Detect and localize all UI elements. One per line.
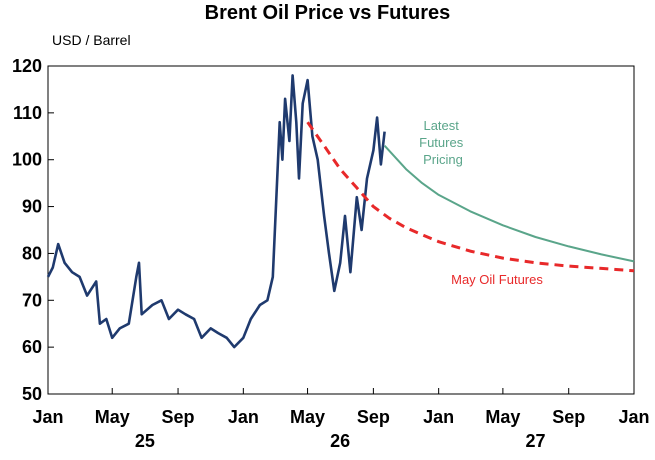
chart-title: Brent Oil Price vs Futures [204,2,451,24]
x-tick-label: May [485,407,520,427]
latest-futures-line [383,145,635,263]
y-tick-label: 110 [13,103,42,123]
legend-label-latest-futures-pricing: Latest Futures Pricing [419,118,467,167]
x-tick-label: May [95,407,130,427]
plot-area-frame [47,65,635,395]
x-tick-label: Jan [618,407,649,427]
x-tick-label: Sep [552,407,585,427]
y-tick-label: 100 [12,150,42,170]
y-tick-label: 50 [22,384,42,404]
y-tick-label: 120 [12,56,42,76]
x-tick-label: Sep [162,407,195,427]
legend-label-may-oil-futures: May Oil Futures [451,272,543,287]
y-tick-label: 90 [22,197,42,217]
x-year-label: 27 [526,431,546,451]
x-tick-label: Jan [423,407,454,427]
x-year-label: 25 [135,431,155,451]
y-tick-label: 60 [22,337,42,357]
x-year-label: 26 [330,431,350,451]
x-tick-label: May [290,407,325,427]
x-tick-label: Jan [228,407,259,427]
y-tick-label: 70 [22,290,42,310]
may-oil-futures-line [306,121,635,273]
brent-price-line [46,74,386,349]
y-tick-label: 80 [22,243,42,263]
x-tick-label: Jan [32,407,63,427]
y-axis-label: USD / Barrel [52,32,131,48]
x-tick-label: Sep [357,407,390,427]
